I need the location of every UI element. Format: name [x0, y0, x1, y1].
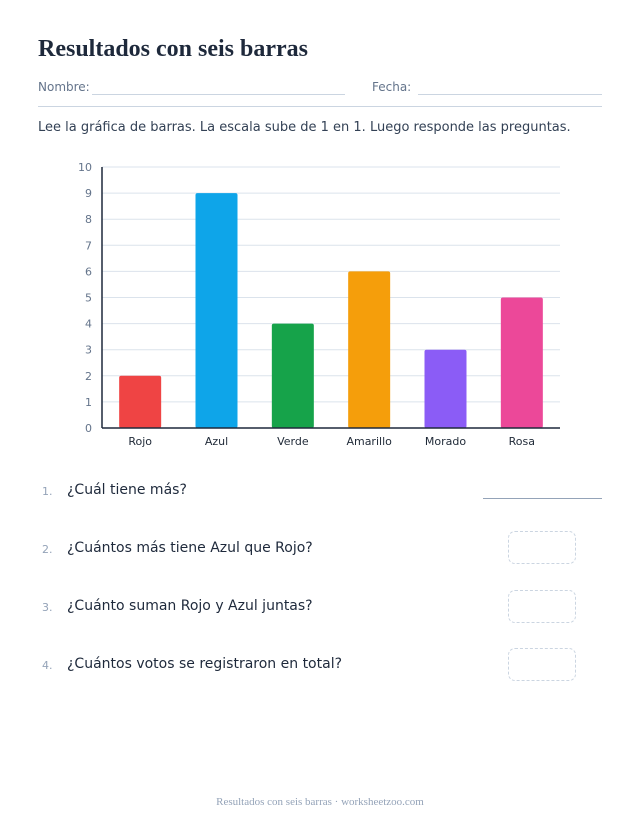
answer-1-line[interactable] [483, 498, 602, 499]
question-4-text: ¿Cuántos votos se registraron en total? [67, 656, 343, 672]
bar-rojo [119, 375, 162, 428]
y-tick-label: 4 [85, 318, 92, 331]
x-tick-label: Verde [277, 435, 309, 448]
bar-azul [195, 193, 238, 428]
answer-2-box[interactable] [508, 531, 576, 564]
instructions: Lee la gráfica de barras. La escala sube… [38, 120, 571, 135]
bar-chart: 0 1 2 3 4 5 6 7 8 9 10 Rojo Azul Verde Amarillo Morado R… [78, 161, 560, 448]
y-tick-label: 9 [85, 187, 92, 200]
question-1-text: ¿Cuál tiene más? [67, 482, 187, 498]
bar-amarillo [348, 271, 391, 428]
bar-verde [271, 323, 314, 428]
answer-4-box[interactable] [508, 648, 576, 681]
question-1-number: 1. [42, 485, 53, 498]
question-3-number: 3. [42, 601, 53, 614]
x-tick-label: Azul [205, 435, 228, 448]
y-tick-label: 0 [85, 422, 92, 435]
question-2-text: ¿Cuántos más tiene Azul que Rojo? [67, 540, 313, 556]
y-tick-label: 5 [85, 292, 92, 305]
x-tick-label: Amarillo [346, 435, 392, 448]
answer-3-box[interactable] [508, 590, 576, 623]
page-title: Resultados con seis barras [38, 36, 309, 62]
y-tick-label: 6 [85, 265, 92, 278]
bar-rosa [500, 297, 543, 428]
x-tick-label: Rojo [128, 435, 152, 448]
y-tick-label: 1 [85, 396, 92, 409]
y-tick-label: 7 [85, 239, 92, 252]
y-tick-label: 8 [85, 213, 92, 226]
question-3-text: ¿Cuánto suman Rojo y Azul juntas? [67, 598, 313, 614]
x-tick-label: Morado [425, 435, 466, 448]
name-field[interactable] [92, 94, 345, 95]
y-tick-label: 3 [85, 344, 92, 357]
question-2-number: 2. [42, 543, 53, 556]
bar-morado [424, 349, 467, 428]
footer: Resultados con seis barras · worksheetzo… [216, 796, 424, 808]
y-tick-label: 2 [85, 370, 92, 383]
question-4-number: 4. [42, 659, 53, 672]
x-tick-label: Rosa [509, 435, 535, 448]
header-divider [38, 106, 602, 107]
name-label: Nombre: [38, 80, 90, 94]
date-field[interactable] [418, 94, 602, 95]
y-tick-label: 10 [78, 161, 92, 174]
date-label: Fecha: [372, 80, 412, 94]
